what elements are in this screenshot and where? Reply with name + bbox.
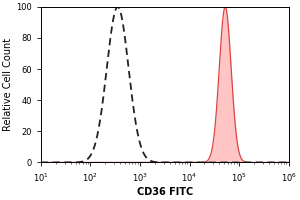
X-axis label: CD36 FITC: CD36 FITC bbox=[136, 187, 193, 197]
Y-axis label: Relative Cell Count: Relative Cell Count bbox=[3, 38, 13, 131]
